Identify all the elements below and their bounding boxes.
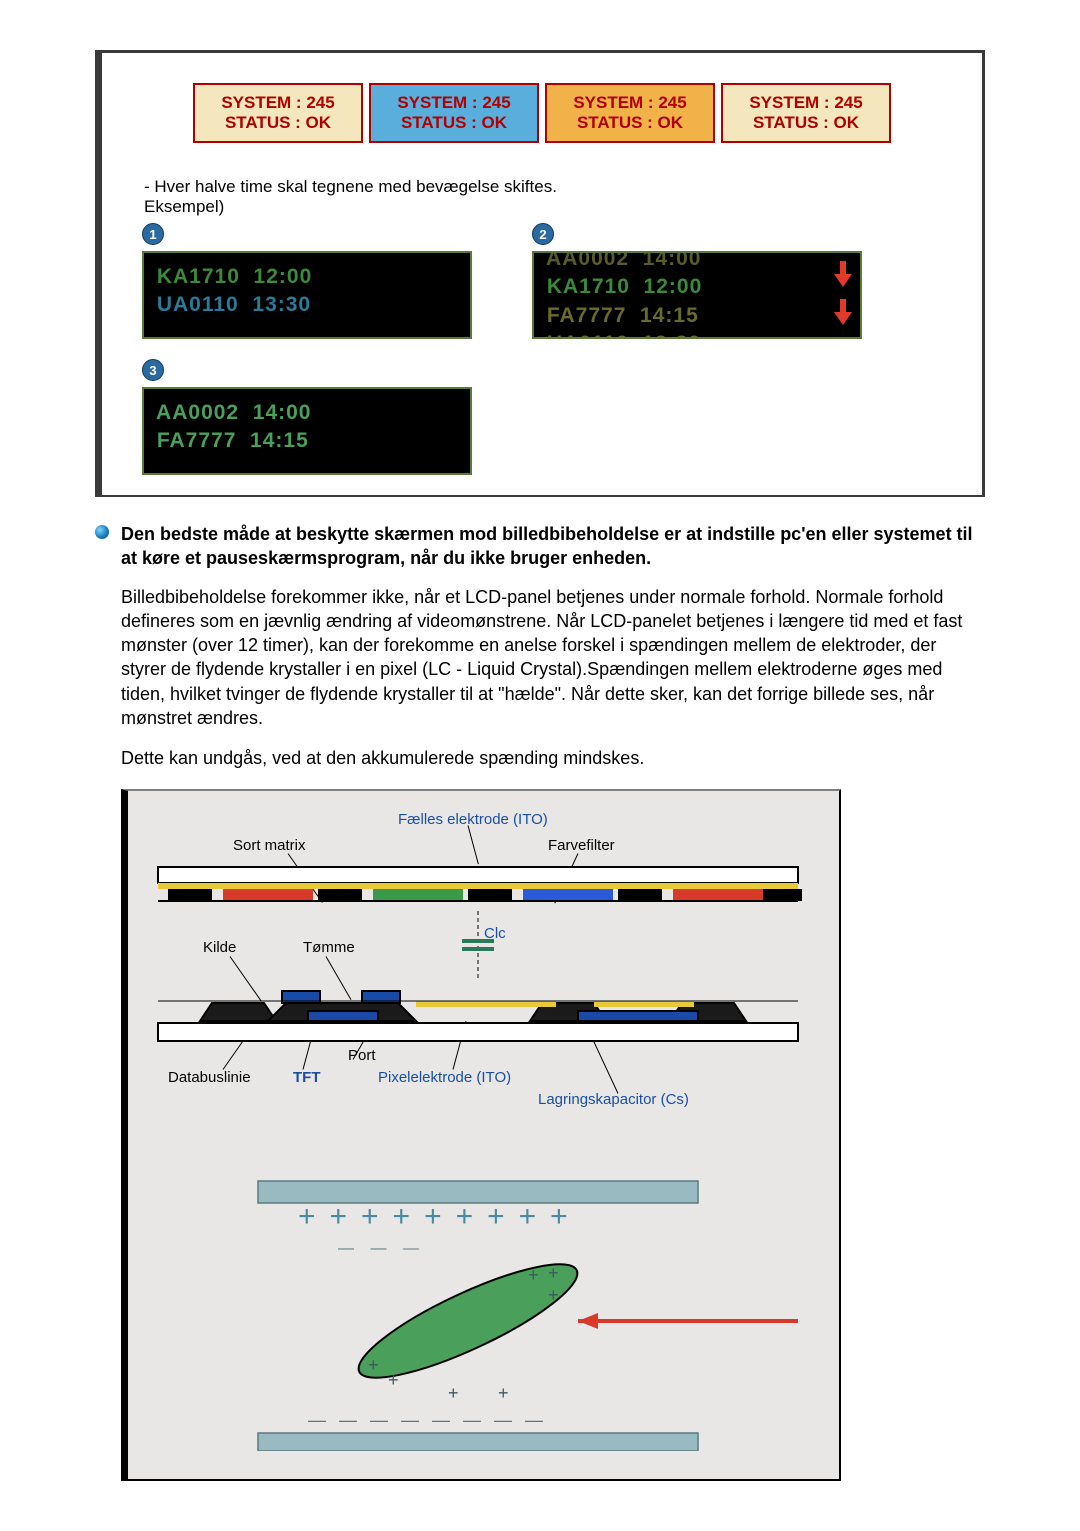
- badge-1: 1: [142, 223, 164, 245]
- example-3: 3 AA0002 14:00 FA7777 14:15: [142, 359, 472, 475]
- status-cell-line1: SYSTEM : 245: [749, 93, 862, 113]
- svg-text:+: +: [448, 1383, 459, 1403]
- status-cell-line1: SYSTEM : 245: [573, 93, 686, 113]
- cross-section-svg: [148, 811, 828, 1111]
- flight-panel-3: AA0002 14:00 FA7777 14:15: [142, 387, 472, 475]
- svg-text:+: +: [388, 1370, 399, 1390]
- badge-3: 3: [142, 359, 164, 381]
- status-cell-line2: STATUS : OK: [577, 113, 683, 133]
- lcd-cross-section: Fælles elektrode (ITO) Sort matrix Farve…: [148, 811, 819, 1111]
- examples-grid: 1 KA1710 12:00 UA0110 13:30 2 AA0002 14:…: [142, 223, 942, 475]
- status-cell-1: SYSTEM : 245 STATUS : OK: [193, 83, 363, 143]
- svg-text:+: +: [528, 1265, 539, 1285]
- badge-2: 2: [532, 223, 554, 245]
- svg-text:+++++++++: +++++++++: [298, 1200, 582, 1233]
- bold-para: Den bedste måde at beskytte skærmen mod …: [121, 522, 985, 571]
- svg-text:+: +: [368, 1355, 379, 1375]
- caption-line-1: - Hver halve time skal tegnene med bevæg…: [144, 177, 942, 197]
- svg-text:— — —: — — —: [338, 1240, 425, 1257]
- status-cell-line1: SYSTEM : 245: [397, 93, 510, 113]
- diagram-box: Fælles elektrode (ITO) Sort matrix Farve…: [121, 789, 841, 1481]
- bullet-row: Den bedste måde at beskytte skærmen mod …: [95, 522, 985, 571]
- status-cell-2: SYSTEM : 245 STATUS : OK: [369, 83, 539, 143]
- example-1: 1 KA1710 12:00 UA0110 13:30: [142, 223, 472, 339]
- body-para: Billedbibeholdelse forekommer ikke, når …: [121, 585, 985, 731]
- capacitor-svg: +++++++++— — —+++++++— — — — — — — —: [148, 1171, 828, 1451]
- status-cell-line1: SYSTEM : 245: [221, 93, 334, 113]
- svg-text:+: +: [548, 1285, 559, 1305]
- body-para-2: Dette kan undgås, ved at den akkumulered…: [121, 746, 985, 770]
- capacitor-diagram: +++++++++— — —+++++++— — — — — — — —: [148, 1171, 819, 1451]
- status-cell-line2: STATUS : OK: [225, 113, 331, 133]
- status-cell-line2: STATUS : OK: [401, 113, 507, 133]
- example-box: SYSTEM : 245 STATUS : OK SYSTEM : 245 ST…: [95, 50, 985, 497]
- svg-text:— — — — — — — —: — — — — — — — —: [308, 1410, 547, 1430]
- flight-panel-1: KA1710 12:00 UA0110 13:30: [142, 251, 472, 339]
- svg-text:+: +: [548, 1263, 559, 1283]
- caption-line-2: Eksempel): [144, 197, 942, 217]
- example-2: 2 AA0002 14:00 KA1710 12:00 FA7777 14:15…: [532, 223, 862, 339]
- svg-text:+: +: [498, 1383, 509, 1403]
- flight-panel-2: AA0002 14:00 KA1710 12:00 FA7777 14:15 U…: [532, 251, 862, 339]
- status-cell-line2: STATUS : OK: [753, 113, 859, 133]
- status-cell-4: SYSTEM : 245 STATUS : OK: [721, 83, 891, 143]
- status-cell-3: SYSTEM : 245 STATUS : OK: [545, 83, 715, 143]
- bullet-icon: [95, 525, 109, 539]
- status-row: SYSTEM : 245 STATUS : OK SYSTEM : 245 ST…: [142, 83, 942, 143]
